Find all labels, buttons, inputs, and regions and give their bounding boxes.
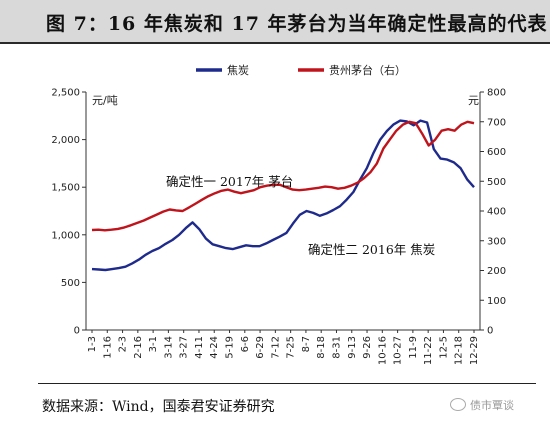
right-tick-label: 0	[487, 326, 493, 337]
x-tick-label: 6-29	[255, 336, 266, 359]
x-tick-label: 3-27	[179, 336, 190, 359]
x-tick-label: 12-5	[438, 336, 449, 359]
x-tick-label: 2-16	[133, 336, 144, 359]
legend-label: 贵州茅台（右）	[329, 63, 406, 77]
x-tick-label: 1-16	[102, 336, 113, 359]
series-line-coke	[91, 119, 475, 272]
right-tick-label: 700	[487, 117, 506, 128]
x-tick-label: 11-9	[408, 336, 419, 359]
watermark: 债市覃谈	[450, 397, 514, 413]
legend: 焦炭 贵州茅台（右）	[196, 63, 406, 77]
right-tick-label: 400	[487, 207, 506, 218]
x-tick-label: 8-18	[316, 336, 327, 359]
x-tick-label: 2-3	[118, 336, 129, 352]
left-tick-label: 500	[61, 278, 80, 289]
footer-divider	[38, 383, 536, 384]
left-axis-unit: 元/吨	[92, 94, 118, 107]
x-tick-label: 8-31	[331, 336, 342, 359]
left-tick-label: 2,500	[51, 88, 80, 99]
x-tick-label: 1-3	[87, 336, 98, 352]
legend-label: 焦炭	[227, 64, 249, 77]
series-line-moutai	[91, 120, 475, 232]
x-tick-label: 3-1	[148, 336, 159, 352]
axes: 0 500 1,000 1,500 2,000 2,500 0 100 200 300 400 500…	[51, 88, 506, 366]
x-tick-label: 7-25	[286, 336, 297, 359]
line-chart: 0 500 1,000 1,500 2,000 2,500 0 100 200 300 400 500…	[51, 63, 506, 366]
x-tick-label: 3-14	[163, 336, 174, 359]
wechat-icon	[450, 398, 466, 411]
x-tick-label: 10-16	[377, 336, 388, 365]
right-tick-label: 500	[487, 177, 506, 188]
right-axis-unit: 元	[468, 94, 479, 107]
right-tick-label: 600	[487, 147, 506, 158]
right-tick-label: 300	[487, 236, 506, 247]
left-tick-label: 0	[74, 326, 80, 337]
watermark-text: 债市覃谈	[470, 399, 514, 412]
annotation-1: 确定性一 2017年 茅台	[166, 174, 293, 189]
x-tick-label: 7-12	[270, 336, 281, 359]
x-tick-label: 12-18	[454, 336, 465, 365]
source-note: 数据来源：Wind，国泰君安证券研究	[42, 399, 275, 415]
annotation-2: 确定性二 2016年 焦炭	[308, 242, 435, 257]
x-tick-label: 12-29	[469, 336, 480, 365]
x-tick-label: 5-19	[225, 336, 236, 359]
x-tick-label: 4-24	[209, 336, 220, 359]
x-tick-label: 8-7	[301, 336, 312, 352]
figure-title: 图 7：16 年焦炭和 17 年茅台为当年确定性最高的代表	[46, 13, 548, 35]
left-tick-label: 2,000	[51, 135, 80, 146]
x-tick-label: 9-13	[347, 336, 358, 359]
x-tick-label: 9-26	[362, 336, 373, 359]
title-bar: 图 7：16 年焦炭和 17 年茅台为当年确定性最高的代表	[0, 0, 550, 44]
right-tick-label: 100	[487, 296, 506, 307]
left-tick-label: 1,500	[51, 183, 80, 194]
left-tick-label: 1,000	[51, 230, 80, 241]
right-tick-label: 200	[487, 266, 506, 277]
series-layer	[91, 119, 475, 272]
x-tick-label: 11-22	[423, 336, 434, 365]
x-tick-label: 4-11	[194, 336, 205, 359]
right-tick-label: 800	[487, 88, 506, 99]
x-tick-label: 10-27	[393, 336, 404, 365]
x-tick-label: 6-6	[240, 336, 251, 352]
